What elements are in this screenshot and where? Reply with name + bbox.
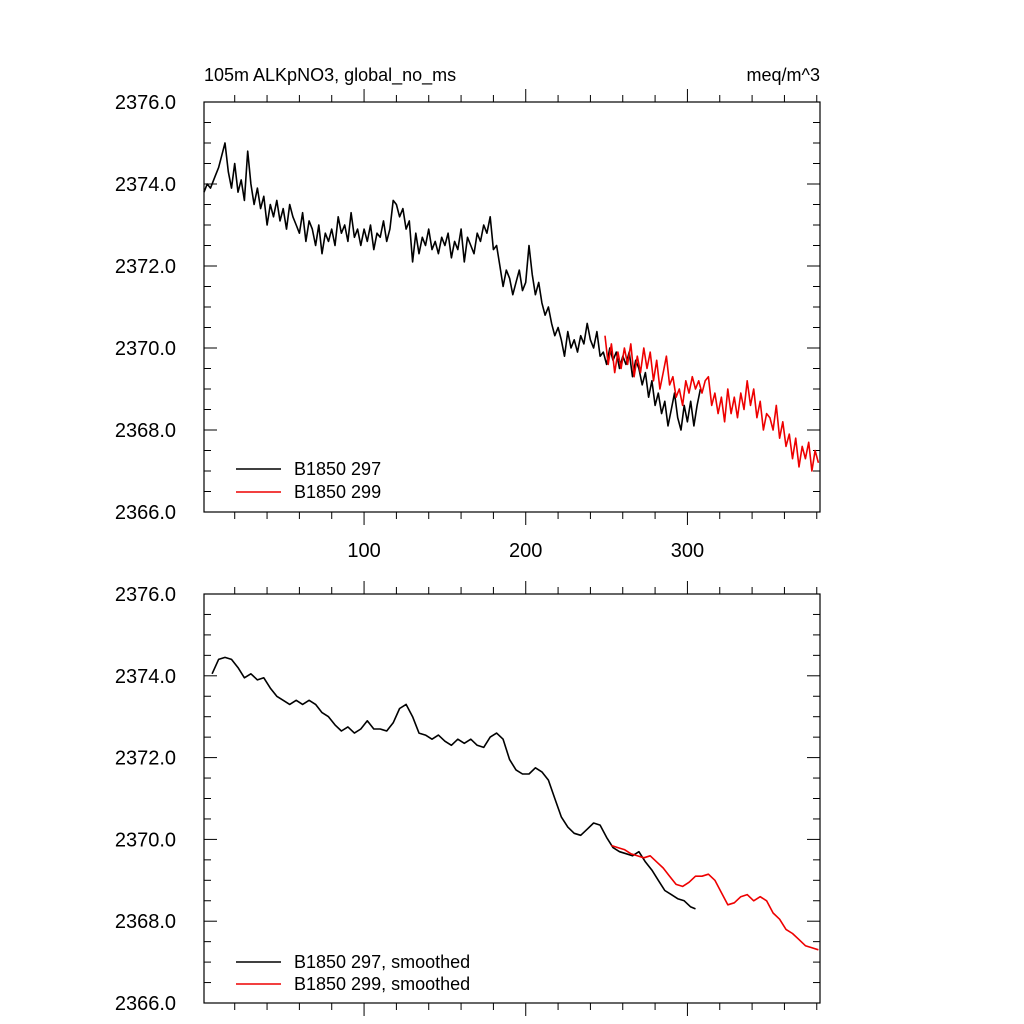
y-tick-label: 2370.0 — [115, 338, 176, 360]
legend-label: B1850 297 — [294, 459, 381, 479]
y-tick-label: 2368.0 — [115, 911, 176, 933]
series-line-b1850-299 — [611, 844, 819, 951]
series-line-b1850-297 — [211, 656, 696, 910]
y-tick-label: 2374.0 — [115, 174, 176, 196]
chart-title: 105m ALKpNO3, global_no_ms — [204, 65, 456, 86]
legend-label: B1850 299 — [294, 482, 381, 502]
y-tick-label: 2376.0 — [115, 92, 176, 114]
y-tick-label: 2376.0 — [115, 584, 176, 606]
x-tick-label: 100 — [347, 540, 380, 562]
x-tick-label: 200 — [509, 540, 542, 562]
bottom-panel: 2366.0 2368.0 2370.0 2372.0 2374.0 2376.0 B185… — [115, 581, 821, 1016]
series-line-b1850-297 — [203, 142, 702, 431]
y-tick-label: 2374.0 — [115, 666, 176, 688]
series-line-b1850-299 — [604, 335, 820, 472]
plot-frame — [203, 593, 821, 1004]
y-tick-label: 2372.0 — [115, 256, 176, 278]
x-tick-label: 300 — [671, 540, 704, 562]
y-tick-label: 2372.0 — [115, 748, 176, 770]
legend-label: B1850 299, smoothed — [294, 974, 470, 994]
y-tick-label: 2368.0 — [115, 420, 176, 442]
plot-frame — [203, 101, 821, 513]
legend-label: B1850 297, smoothed — [294, 952, 470, 972]
units-label: meq/m^3 — [747, 65, 820, 85]
y-tick-label: 2366.0 — [115, 993, 176, 1015]
y-tick-label: 2370.0 — [115, 829, 176, 851]
y-tick-label: 2366.0 — [115, 502, 176, 524]
top-panel: 105m ALKpNO3, global_no_ms meq/m^3 2366.… — [115, 65, 821, 562]
